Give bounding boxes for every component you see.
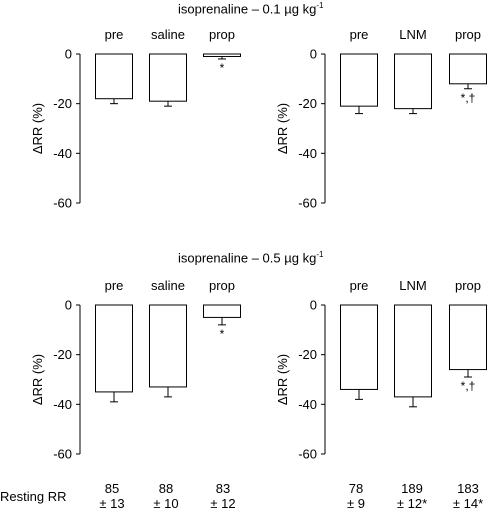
- y-axis-label: ΔRR (%): [30, 103, 45, 154]
- y-tick-label: 0: [310, 298, 317, 313]
- resting-rr-mean: 183: [457, 481, 479, 496]
- chart-panel-top-right: 0 -20 -40 -60 ΔRR (%) pre LNM prop *,†: [275, 27, 487, 211]
- y-axis-label: ΔRR (%): [275, 354, 290, 405]
- category-label: pre: [105, 278, 124, 293]
- category-label: LNM: [399, 278, 426, 293]
- category-label: pre: [350, 27, 369, 42]
- bar: [449, 53, 487, 85]
- resting-rr-sem: ± 10: [153, 496, 179, 511]
- significance-annotation: *,†: [461, 91, 476, 105]
- resting-rr-mean: 83: [215, 481, 231, 496]
- bar: [340, 53, 378, 107]
- y-tick-label: -20: [298, 96, 317, 111]
- y-tick-label: -60: [53, 447, 72, 462]
- category-label: prop: [209, 27, 235, 42]
- resting-rr-sem: ± 12*: [396, 496, 428, 511]
- chart-panel-bottom-left: 0 -20 -40 -60 ΔRR (%) pre saline prop *: [30, 278, 241, 462]
- significance-annotation: *,†: [461, 379, 476, 393]
- category-label: LNM: [399, 27, 426, 42]
- bar: [449, 304, 487, 371]
- resting-rr-value: 88 ± 10: [141, 481, 191, 511]
- y-tick-label: -20: [53, 96, 72, 111]
- y-tick-label: -20: [53, 347, 72, 362]
- top-title-text: isoprenaline – 0.1 µg kg: [178, 1, 317, 17]
- significance-annotation: *: [220, 61, 225, 75]
- top-title-exponent: -1: [316, 1, 324, 10]
- y-tick-label: 0: [65, 47, 72, 62]
- category-label: saline: [151, 278, 185, 293]
- y-tick-label: -60: [53, 196, 72, 211]
- y-tick-label: -40: [53, 146, 72, 161]
- y-tick-label: -40: [298, 397, 317, 412]
- chart-panel-bottom-right: 0 -20 -40 -60 ΔRR (%) pre LNM prop *,†: [275, 278, 487, 462]
- category-label: prop: [455, 278, 481, 293]
- resting-rr-mean: 88: [158, 481, 174, 496]
- bottom-title-text: isoprenaline – 0.5 µg kg: [178, 250, 317, 266]
- bottom-title: isoprenaline – 0.5 µg kg-1: [178, 250, 323, 265]
- y-tick-label: -60: [298, 447, 317, 462]
- resting-rr-sem: ± 12: [210, 496, 236, 511]
- resting-rr-value: 85 ± 13: [87, 481, 137, 511]
- bar: [394, 304, 432, 398]
- y-axis-label: ΔRR (%): [275, 103, 290, 154]
- y-tick-label: -40: [53, 397, 72, 412]
- category-label: saline: [151, 27, 185, 42]
- resting-rr-mean: 85: [104, 481, 120, 496]
- resting-rr-value: 83 ± 12: [198, 481, 248, 511]
- bar: [394, 53, 432, 110]
- resting-rr-mean: 189: [401, 481, 423, 496]
- resting-rr-value: 183 ± 14*: [443, 481, 487, 511]
- category-label: pre: [350, 278, 369, 293]
- bar: [95, 53, 133, 100]
- resting-rr-sem: ± 14*: [452, 496, 484, 511]
- chart-panel-top-left: 0 -20 -40 -60 ΔRR (%) pre saline prop *: [30, 27, 241, 211]
- bottom-title-exponent: -1: [316, 250, 324, 259]
- top-title: isoprenaline – 0.1 µg kg-1: [178, 1, 323, 16]
- bar: [340, 304, 378, 390]
- bar: [149, 53, 187, 102]
- y-tick-label: -20: [298, 347, 317, 362]
- y-tick-label: 0: [310, 47, 317, 62]
- y-axis-label: ΔRR (%): [30, 354, 45, 405]
- y-tick-label: -60: [298, 196, 317, 211]
- significance-annotation: *: [220, 327, 225, 341]
- category-label: prop: [455, 27, 481, 42]
- resting-rr-mean: 78: [348, 481, 364, 496]
- bar: [203, 53, 241, 57]
- category-label: pre: [105, 27, 124, 42]
- y-tick-label: 0: [65, 298, 72, 313]
- y-tick-label: -40: [298, 146, 317, 161]
- resting-rr-sem: ± 13: [99, 496, 125, 511]
- resting-rr-value: 78 ± 9: [331, 481, 381, 511]
- bar: [149, 304, 187, 388]
- bar: [203, 304, 241, 318]
- bar: [95, 304, 133, 393]
- category-label: prop: [209, 278, 235, 293]
- resting-rr-label: Resting RR: [0, 489, 67, 504]
- resting-rr-sem: ± 9: [347, 496, 365, 511]
- resting-rr-value: 189 ± 12*: [387, 481, 437, 511]
